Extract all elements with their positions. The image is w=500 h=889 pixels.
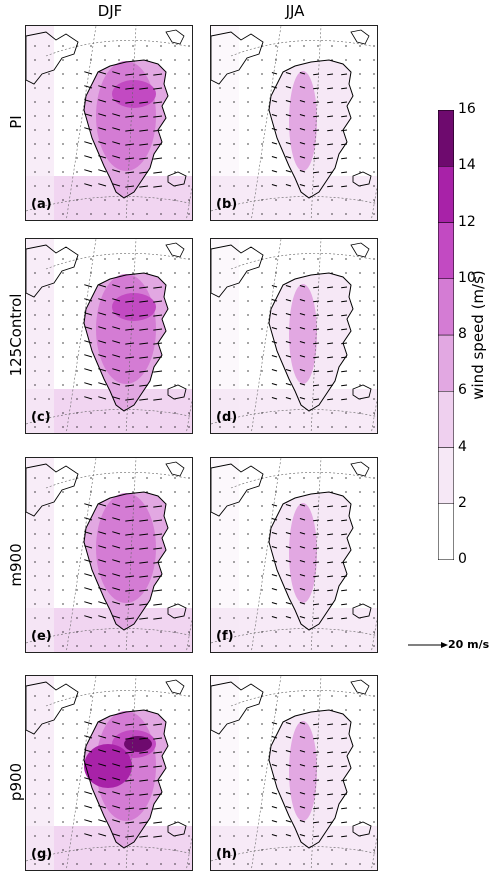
colorbar-tick-label: 0 xyxy=(458,551,467,567)
panel-letter: (c) xyxy=(31,410,51,425)
colorbar-tick-label: 14 xyxy=(458,157,476,174)
colorbar-bin xyxy=(438,447,454,504)
colorbar-bin xyxy=(438,334,454,392)
colorbar-tick-label: 10 xyxy=(458,269,476,286)
colorbar-tick-label: 16 xyxy=(458,101,476,117)
map-panel: (f) xyxy=(210,457,378,653)
colorbar-tick-label: 2 xyxy=(458,494,467,511)
panel-letter: (e) xyxy=(31,629,52,644)
panel-letter: (b) xyxy=(216,197,238,212)
colorbar-bin xyxy=(438,166,454,223)
row-label-m900: m900 xyxy=(7,543,25,587)
colorbar-bin xyxy=(438,110,454,167)
map-panel: (e) xyxy=(25,457,193,653)
row-label-pi: PI xyxy=(7,115,25,129)
colorbar-bin xyxy=(438,278,454,336)
panel-letter: (f) xyxy=(216,629,234,644)
row-label-p900: p900 xyxy=(7,762,25,802)
colorbar-bin xyxy=(438,222,454,279)
panel-letter: (g) xyxy=(31,847,53,862)
row-label-125control: 125Control xyxy=(7,293,25,377)
map-panel: (a) xyxy=(25,25,193,221)
column-title-jja: JJA xyxy=(285,2,305,20)
colorbar-label: wind speed (m/s) xyxy=(469,270,487,400)
map-panel: (c) xyxy=(25,238,193,434)
panel-letter: (h) xyxy=(216,847,238,862)
colorbar xyxy=(438,110,454,560)
colorbar-tick-label: 4 xyxy=(458,438,467,455)
map-panel: (b) xyxy=(210,25,378,221)
column-title-djf: DJF xyxy=(97,2,123,20)
panel-letter: (d) xyxy=(216,410,238,425)
colorbar-tick-label: 8 xyxy=(458,326,467,342)
map-panel: (h) xyxy=(210,675,378,871)
panel-letter: (a) xyxy=(31,197,52,212)
reference-vector-label: 20 m/s xyxy=(448,638,490,651)
colorbar-tick-label: 12 xyxy=(458,213,476,230)
colorbar-bin xyxy=(438,391,454,448)
colorbar-tick-label: 6 xyxy=(458,382,467,399)
map-panel: (d) xyxy=(210,238,378,434)
map-panel: (g) xyxy=(25,675,193,871)
colorbar-bin xyxy=(438,503,454,560)
reference-arrow-icon xyxy=(408,642,448,648)
